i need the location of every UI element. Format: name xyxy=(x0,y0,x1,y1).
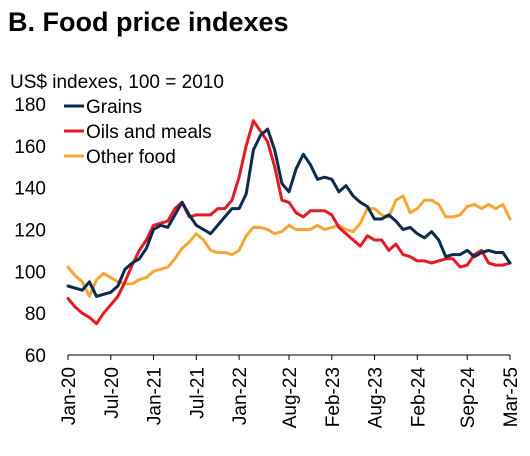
y-tick-label: 160 xyxy=(14,137,46,158)
legend-item-other-food: Other food xyxy=(64,147,176,168)
series-line-grains xyxy=(66,127,512,298)
x-tick-label: Mar-25 xyxy=(501,367,522,427)
chart-subtitle: US$ indexes, 100 = 2010 xyxy=(10,72,224,93)
y-tick-label: 120 xyxy=(14,221,46,242)
legend: Grains Oils and meals Other food xyxy=(64,97,212,168)
legend-item-grains: Grains xyxy=(64,97,142,118)
x-tick-label: Jan-20 xyxy=(59,367,80,425)
series-lines xyxy=(66,119,512,326)
x-tick-label: Feb-24 xyxy=(408,367,429,428)
series-line-other-food xyxy=(66,194,512,298)
y-tick-label: 140 xyxy=(14,179,46,200)
x-tick-label: Jan-22 xyxy=(230,367,251,425)
x-tick-label: Jul-20 xyxy=(102,367,123,419)
legend-item-oils-and-meals: Oils and meals xyxy=(64,122,212,143)
x-axis: Jan-20 Jul-20 Jan-21 Jul-21 Jan-22 Aug-22 Feb-… xyxy=(59,354,522,429)
x-tick-label: Sep-24 xyxy=(458,367,479,429)
y-tick-label: 80 xyxy=(25,304,46,325)
legend-label-oils-and-meals: Oils and meals xyxy=(86,122,212,143)
y-tick-label: 100 xyxy=(14,262,46,283)
x-tick-label: Jan-21 xyxy=(145,367,166,425)
x-tick-label: Feb-23 xyxy=(323,367,344,427)
y-axis: 60 80 100 120 140 160 180 xyxy=(14,95,46,367)
x-tick-label: Jul-21 xyxy=(187,367,208,419)
legend-label-other-food: Other food xyxy=(86,147,176,168)
series-line-oils-and-meals xyxy=(66,119,512,326)
y-tick-label: 60 xyxy=(25,346,46,367)
chart-title: B. Food price indexes xyxy=(8,7,289,37)
x-tick-label: Aug-23 xyxy=(366,367,387,428)
x-tick-label: Aug-22 xyxy=(280,367,301,428)
y-tick-label: 180 xyxy=(14,95,46,116)
legend-label-grains: Grains xyxy=(86,97,142,118)
